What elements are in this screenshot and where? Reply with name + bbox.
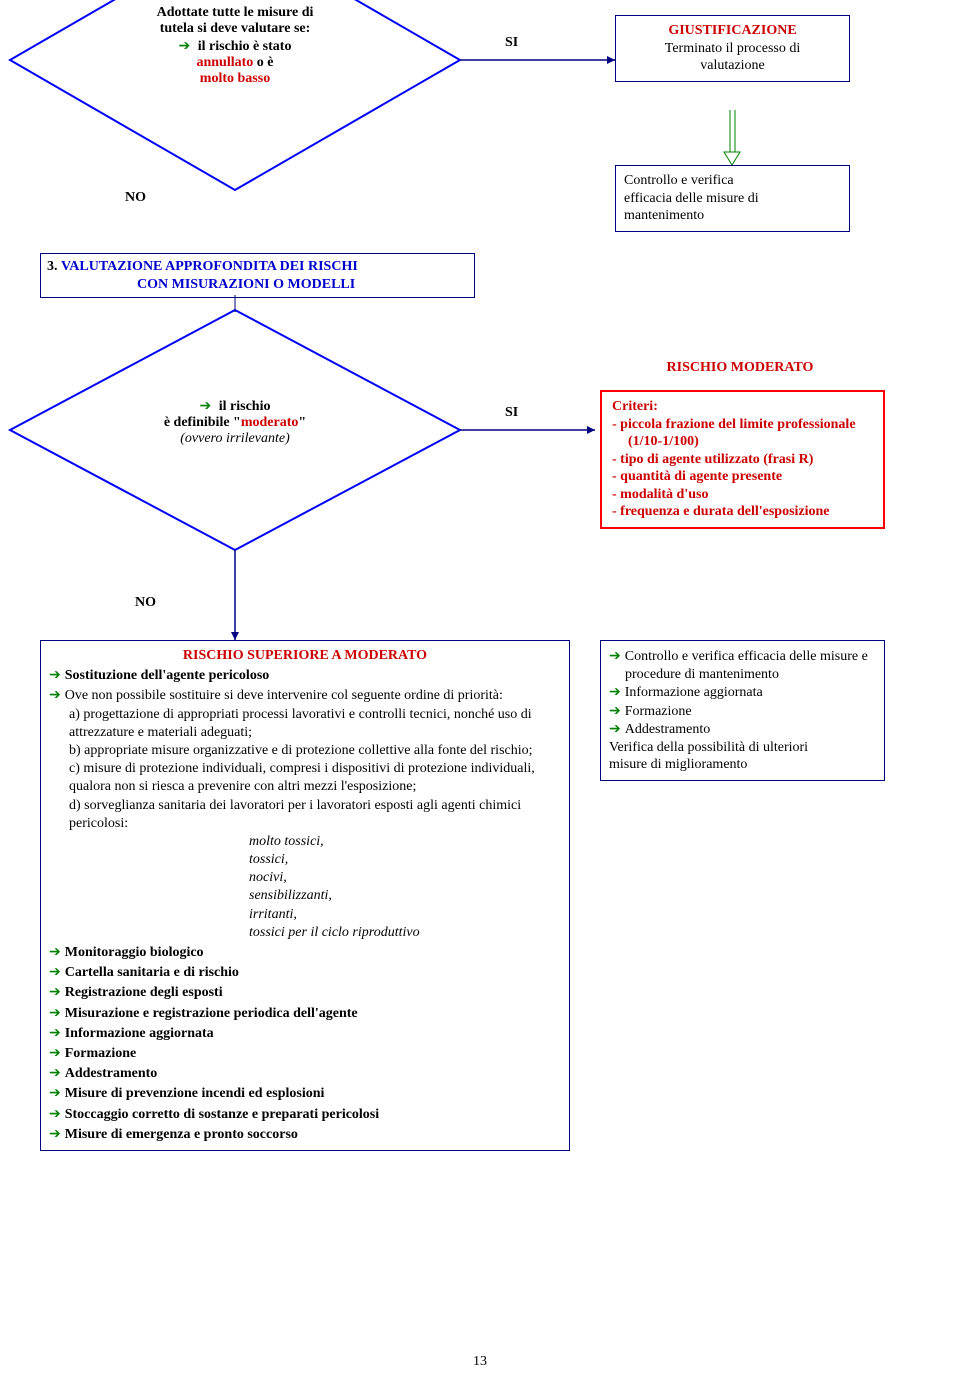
sup-d-3: sensibilizzanti, (249, 887, 561, 905)
rb-bullet-1: ➔Informazione aggiornata (609, 683, 876, 702)
top-diamond-bullet-2: annullato o è (95, 55, 375, 71)
arrow-icon: ➔ (49, 943, 61, 959)
top-diamond-line1: Adottate tutte le misure di (95, 5, 375, 21)
sup-list-0: ➔Monitoraggio biologico (49, 942, 561, 962)
sup-c: c) misure di protezione individuali, com… (69, 760, 561, 796)
sup-d: d) sorveglianza sanitaria dei lavoratori… (69, 797, 561, 833)
step3-line1: VALUTAZIONE APPROFONDITA DEI RISCHI (61, 259, 358, 274)
arrow-icon: ➔ (609, 683, 621, 699)
giustificazione-line2: valutazione (624, 57, 841, 75)
sup-b: b) appropriate misure organizzative e di… (69, 742, 561, 760)
sup-list-6: ➔Addestramento (49, 1063, 561, 1083)
sup-b2: ➔Ove non possibile sostituire si deve in… (49, 685, 561, 705)
arrow-icon: ➔ (49, 666, 61, 682)
controllo-box: Controllo e verifica efficacia delle mis… (615, 165, 850, 232)
sup-d-4: irritanti, (249, 906, 561, 924)
controllo-line2: efficacia delle misure di (624, 190, 841, 208)
sup-d-0: molto tossici, (249, 833, 561, 851)
top-diamond-moltobasso: molto basso (95, 71, 375, 87)
controllo-line1: Controllo e verifica (624, 172, 841, 190)
sup-list-5: ➔Formazione (49, 1043, 561, 1063)
criteri-box: Criteri: - piccola frazione del limite p… (600, 390, 885, 529)
sup-list-8: ➔Stoccaggio corretto di sostanze e prepa… (49, 1104, 561, 1124)
rb-bullet-3: ➔Addestramento (609, 720, 876, 739)
arrow-icon: ➔ (49, 1044, 61, 1060)
mid-diamond-l2c: " (298, 415, 306, 430)
sup-d-items: molto tossici, tossici, nocivi, sensibil… (249, 833, 561, 942)
sup-list-1: ➔Cartella sanitaria e di rischio (49, 962, 561, 982)
si-label-top: SI (505, 35, 518, 51)
criteri-title: Criteri: (612, 398, 873, 416)
top-diamond-annullato: annullato (196, 55, 253, 70)
page-number: 13 (0, 1354, 960, 1370)
rb-bullet-2: ➔Formazione (609, 702, 876, 721)
arrow-icon: ➔ (179, 37, 191, 53)
superiore-box: RISCHIO SUPERIORE A MODERATO ➔Sostituzio… (40, 640, 570, 1151)
step3-box: 3. VALUTAZIONE APPROFONDITA DEI RISCHI C… (40, 253, 475, 298)
giustificazione-box: GIUSTIFICAZIONE Terminato il processo di… (615, 15, 850, 82)
sup-list-4: ➔Informazione aggiornata (49, 1023, 561, 1043)
criteri-item-3: - modalità d'uso (612, 486, 873, 504)
mid-diamond-line3: (ovvero irrilevante) (95, 431, 375, 447)
arrow-icon: ➔ (200, 397, 212, 413)
sup-b1: ➔Sostituzione dell'agente pericoloso (49, 665, 561, 685)
no-label-mid: NO (135, 595, 156, 611)
arrow-icon: ➔ (609, 702, 621, 718)
sup-a: a) progettazione di appropriati processi… (69, 706, 561, 742)
superiore-title: RISCHIO SUPERIORE A MODERATO (49, 647, 561, 665)
si-label-mid: SI (505, 405, 518, 421)
arrow-icon: ➔ (49, 1125, 61, 1141)
mid-diamond-line1: il rischio (219, 399, 271, 414)
arrow-icon: ➔ (49, 963, 61, 979)
sup-d-1: tossici, (249, 851, 561, 869)
criteri-item-0: - piccola frazione del limite profession… (612, 416, 873, 451)
criteri-item-2: - quantità di agente presente (612, 468, 873, 486)
criteri-item-4: - frequenza e durata dell'esposizione (612, 503, 873, 521)
arrow-icon: ➔ (49, 983, 61, 999)
arrow-icon: ➔ (49, 1024, 61, 1040)
step3-line2: CON MISURAZIONI O MODELLI (137, 277, 355, 292)
mid-diamond-l2b: moderato (241, 415, 299, 430)
top-diamond-bullet: ➔ il rischio è stato (95, 37, 375, 55)
sup-list-7: ➔Misure di prevenzione incendi ed esplos… (49, 1083, 561, 1103)
no-label-top: NO (125, 190, 146, 206)
giustificazione-line1: Terminato il processo di (624, 40, 841, 58)
top-diamond-line2: tutela si deve valutare se: (95, 21, 375, 37)
mid-diamond-line2: è definibile "moderato" (95, 415, 375, 431)
arrow-icon: ➔ (49, 1105, 61, 1121)
right-bottom-box: ➔Controllo e verifica efficacia delle mi… (600, 640, 885, 781)
top-diamond-bline1: il rischio è stato (198, 39, 292, 54)
rb-tail2: misure di miglioramento (609, 756, 876, 774)
mid-diamond-l2a: è definibile " (164, 415, 241, 430)
arrow-icon: ➔ (49, 686, 61, 702)
rb-tail1: Verifica della possibilità di ulteriori (609, 739, 876, 757)
giustificazione-title: GIUSTIFICAZIONE (624, 22, 841, 40)
sup-list-9: ➔Misure di emergenza e pronto soccorso (49, 1124, 561, 1144)
arrow-icon: ➔ (49, 1004, 61, 1020)
mid-diamond-bullet: ➔ il rischio (95, 397, 375, 415)
step3-num: 3. (47, 259, 58, 274)
moderato-title: RISCHIO MODERATO (600, 360, 880, 376)
arrow-icon: ➔ (49, 1064, 61, 1080)
top-diamond-text: Adottate tutte le misure di tutela si de… (95, 5, 375, 87)
mid-diamond-text: ➔ il rischio è definibile "moderato" (ov… (95, 397, 375, 447)
arrow-icon: ➔ (49, 1084, 61, 1100)
sup-d-5: tossici per il ciclo riproduttivo (249, 924, 561, 942)
arrow-icon: ➔ (609, 647, 621, 663)
top-diamond-mid: o è (253, 55, 273, 70)
controllo-line3: mantenimento (624, 207, 841, 225)
rb-bullet-0: ➔Controllo e verifica efficacia delle mi… (609, 647, 876, 683)
sup-list-3: ➔Misurazione e registrazione periodica d… (49, 1003, 561, 1023)
sup-list-2: ➔Registrazione degli esposti (49, 982, 561, 1002)
sup-d-2: nocivi, (249, 869, 561, 887)
arrow-icon: ➔ (609, 720, 621, 736)
criteri-item-1: - tipo di agente utilizzato (frasi R) (612, 451, 873, 469)
